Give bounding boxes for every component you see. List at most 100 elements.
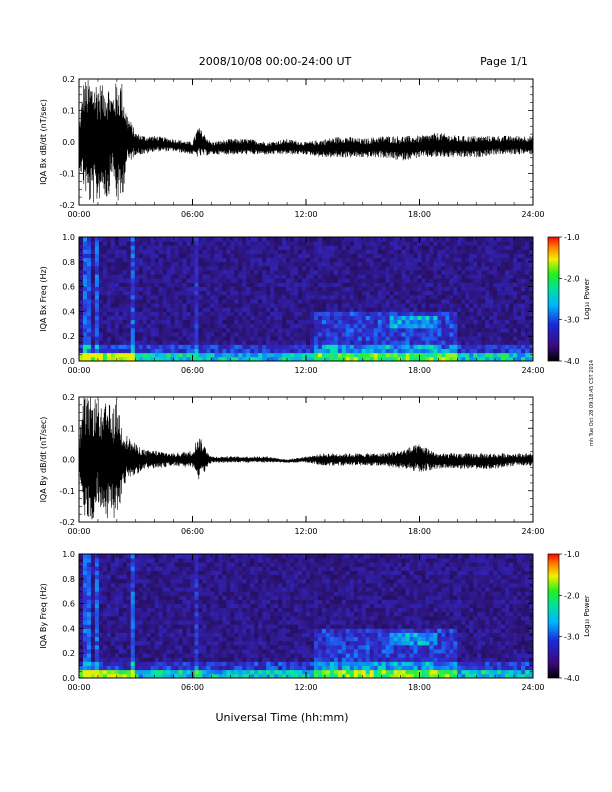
- spectrogram-cell: [290, 323, 295, 329]
- spectrogram-cell: [134, 616, 140, 621]
- spectrogram-cell: [218, 554, 223, 559]
- spectrogram-cell: [122, 340, 128, 345]
- spectrogram-cell: [329, 265, 335, 271]
- spectrogram-cell: [429, 274, 434, 279]
- spectrogram-cell: [302, 356, 307, 362]
- spectrogram-cell: [234, 669, 239, 675]
- spectrogram-cell: [210, 603, 215, 609]
- spectrogram-cell: [505, 315, 510, 321]
- spectrogram-cell: [357, 315, 363, 321]
- spectrogram-cell: [294, 352, 299, 358]
- spectrogram-cell: [262, 294, 267, 300]
- spectrogram-cell: [94, 562, 100, 567]
- spectrogram-cell: [250, 253, 255, 259]
- spectrogram-cell: [214, 649, 219, 654]
- spectrogram-cell: [401, 270, 406, 275]
- spectrogram-cell: [90, 582, 96, 588]
- spectrogram-cell: [309, 356, 315, 362]
- spectrogram-cell: [202, 591, 207, 596]
- spectrogram-cell: [86, 582, 92, 588]
- spectrogram-cell: [122, 299, 128, 304]
- spectrogram-cell: [473, 294, 478, 300]
- spectrogram-cell: [202, 307, 207, 312]
- spectrogram-cell: [134, 591, 140, 596]
- spectrogram-cell: [206, 245, 211, 250]
- spectrogram-cell: [309, 299, 315, 304]
- spectrogram-cell: [206, 348, 211, 354]
- spectrogram-cell: [242, 636, 247, 642]
- spectrogram-cell: [509, 237, 514, 242]
- spectrogram-cell: [82, 640, 88, 646]
- spectrogram-cell: [349, 299, 355, 304]
- spectrogram-cell: [349, 257, 355, 263]
- spectrogram-cell: [313, 265, 319, 271]
- spectrogram-cell: [186, 578, 191, 584]
- spectrogram-cell: [325, 249, 331, 254]
- spectrogram-cell: [457, 307, 462, 312]
- spectrogram-cell: [98, 253, 104, 259]
- spectrogram-cell: [421, 332, 426, 337]
- spectrogram-cell: [306, 282, 311, 287]
- spectrogram-cell: [457, 311, 462, 316]
- spectrogram-cell: [190, 327, 195, 333]
- spectrogram-cell: [525, 245, 530, 250]
- spectrogram-cell: [110, 257, 116, 263]
- spectrogram-cell: [170, 290, 175, 296]
- spectrogram-cell: [214, 294, 219, 300]
- spectrogram-cell: [130, 282, 136, 287]
- spectrogram-cell: [481, 319, 486, 325]
- spectrogram-cell: [469, 241, 474, 246]
- spectrogram-cell: [222, 599, 227, 604]
- spectrogram-cell: [154, 261, 160, 267]
- spectrogram-cell: [110, 294, 116, 300]
- spectrogram-cell: [86, 274, 92, 279]
- spectrogram-cell: [162, 628, 168, 633]
- spectrogram-cell: [286, 261, 291, 267]
- spectrogram-cell: [290, 261, 295, 267]
- spectrogram-cell: [377, 270, 383, 275]
- spectrogram-cell: [278, 336, 283, 341]
- spectrogram-cell: [473, 352, 478, 358]
- spectrogram-cell: [90, 323, 96, 329]
- spectrogram-cell: [122, 578, 128, 584]
- spectrogram-cell: [461, 278, 466, 283]
- spectrogram-cell: [90, 274, 96, 279]
- spectrogram-cell: [389, 344, 395, 349]
- spectrogram-cell: [222, 570, 227, 576]
- spectrogram-cell: [210, 624, 215, 629]
- spectrogram-cell: [329, 340, 335, 345]
- spectrogram-cell: [98, 352, 104, 358]
- spectrogram-cell: [477, 356, 482, 362]
- spectrogram-cell: [389, 257, 395, 263]
- spectrogram-cell: [82, 303, 88, 308]
- spectrogram-cell: [198, 640, 203, 646]
- spectrogram-cell: [329, 261, 335, 267]
- spectrogram-cell: [377, 237, 383, 242]
- spectrogram-cell: [481, 261, 486, 267]
- spectrogram-cell: [106, 241, 112, 246]
- spectrogram-cell: [154, 562, 160, 567]
- spectrogram-cell: [337, 282, 343, 287]
- spectrogram-cell: [230, 636, 235, 642]
- spectrogram-cell: [94, 344, 100, 349]
- spectrogram-cell: [489, 278, 494, 283]
- spectrogram-cell: [238, 599, 243, 604]
- spectrogram-cell: [126, 620, 132, 625]
- spectrogram-cell: [242, 591, 247, 596]
- spectrogram-cell: [282, 307, 287, 312]
- spectrogram-cell: [282, 356, 287, 362]
- spectrogram-cell: [361, 274, 367, 279]
- spectrogram-cell: [246, 307, 251, 312]
- spectrogram-cell: [270, 261, 275, 267]
- spectrogram-cell: [270, 352, 275, 358]
- y-tick-label: 0.6: [62, 283, 75, 292]
- spectrogram-cell: [198, 261, 203, 267]
- spectrogram-cell: [90, 294, 96, 300]
- spectrogram-cell: [266, 327, 271, 333]
- spectrogram-cell: [238, 661, 243, 666]
- spectrogram-cell: [389, 237, 395, 242]
- spectrogram-cell: [110, 282, 116, 287]
- spectrogram-cell: [190, 587, 195, 592]
- spectrogram-cell: [158, 265, 164, 271]
